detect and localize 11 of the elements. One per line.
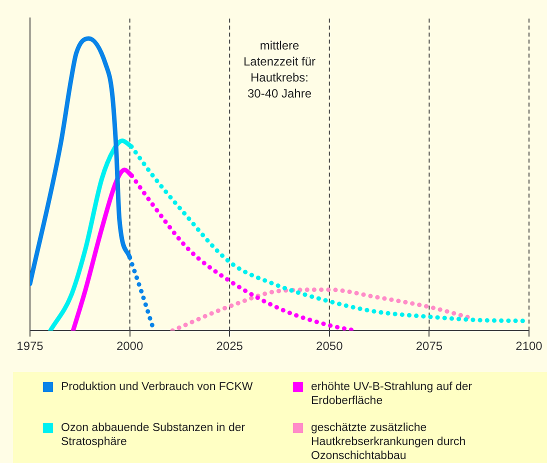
legend-label: geschätzte zusätzliche Hautkrebserkrankungen durch Ozonschichtabbau — [311, 421, 467, 463]
x-tick-label: 1975 — [16, 339, 44, 354]
x-tick-label: 2075 — [416, 339, 443, 354]
legend-label: Ozon abbauende Substanzen in der Stratosphäre — [61, 421, 246, 449]
legend-label: Produktion und Verbrauch von FCKW — [61, 380, 254, 394]
x-tick-label: 2100 — [516, 339, 543, 354]
annotation: mittlere Latenzzeit für Hautkrebs: 30-40 Jahre — [243, 38, 316, 100]
legend-label: erhöhte UV-B-Strahlung auf der Erdoberfläche — [311, 380, 474, 408]
x-tick-label: 2025 — [216, 339, 244, 354]
x-tick-label: 2000 — [116, 339, 144, 354]
x-tick-label: 2050 — [316, 339, 344, 354]
